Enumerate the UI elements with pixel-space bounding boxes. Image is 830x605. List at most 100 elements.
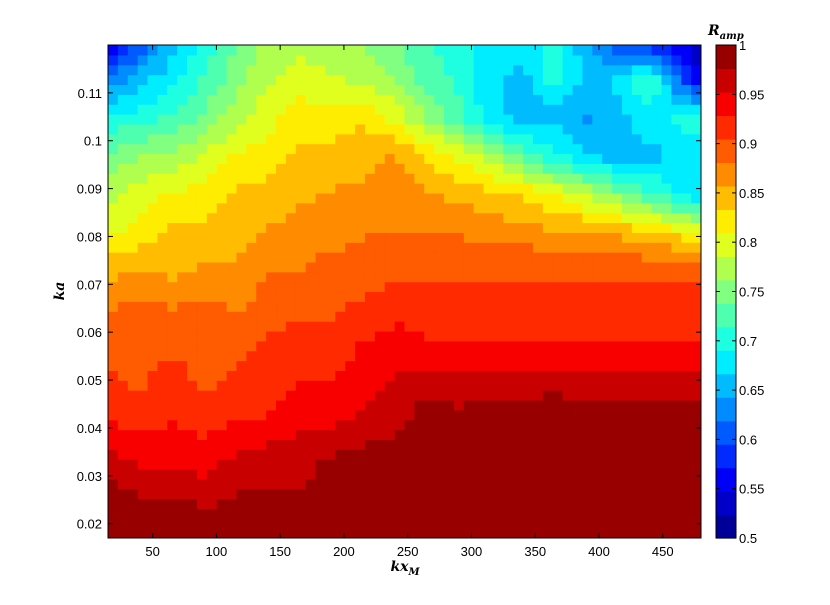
contour-cell bbox=[552, 399, 564, 411]
contour-cell bbox=[187, 350, 198, 362]
contour-cell bbox=[276, 459, 287, 470]
contour-cell bbox=[434, 54, 445, 66]
contour-cell bbox=[691, 459, 701, 470]
contour-cell bbox=[345, 370, 356, 381]
contour-cell bbox=[532, 104, 544, 115]
contour-cell bbox=[621, 321, 633, 332]
contour-cell bbox=[671, 133, 682, 145]
contour-cell bbox=[552, 518, 564, 529]
contour-cell bbox=[285, 183, 297, 194]
contour-cell bbox=[226, 291, 238, 302]
contour-cell bbox=[364, 173, 376, 184]
contour-cell bbox=[582, 45, 593, 56]
contour-cell bbox=[266, 173, 277, 184]
contour-cell bbox=[621, 94, 633, 105]
contour-cell bbox=[276, 242, 287, 253]
contour-cell bbox=[246, 350, 257, 362]
contour-cell bbox=[483, 370, 495, 381]
contour-cell bbox=[187, 311, 198, 322]
contour-cell bbox=[661, 528, 672, 538]
contour-cell bbox=[236, 212, 247, 224]
contour-cell bbox=[315, 212, 327, 224]
contour-cell bbox=[374, 64, 386, 76]
contour-cell bbox=[345, 271, 356, 283]
contour-cell bbox=[523, 163, 534, 174]
contour-cell bbox=[463, 409, 475, 421]
contour-cell bbox=[562, 409, 574, 421]
contour-cell bbox=[256, 74, 267, 86]
contour-cell bbox=[631, 153, 643, 164]
contour-cell bbox=[493, 153, 504, 164]
x-tick-label: 200 bbox=[333, 544, 355, 559]
contour-cell bbox=[167, 429, 178, 440]
contour-cell bbox=[641, 163, 653, 174]
contour-cell bbox=[503, 271, 514, 283]
contour-cell bbox=[612, 459, 623, 470]
contour-cell bbox=[651, 54, 663, 66]
contour-cell bbox=[108, 321, 119, 332]
contour-cell bbox=[246, 311, 257, 322]
contour-cell bbox=[582, 74, 593, 86]
contour-cell bbox=[612, 64, 623, 76]
contour-cell bbox=[523, 123, 534, 135]
contour-cell bbox=[355, 360, 366, 371]
contour-cell bbox=[483, 222, 495, 233]
contour-cell bbox=[651, 252, 663, 263]
contour-cell bbox=[463, 528, 475, 538]
contour-cell bbox=[364, 104, 376, 115]
contour-cell bbox=[523, 261, 534, 273]
contour-cell bbox=[503, 301, 514, 312]
contour-cell bbox=[137, 528, 149, 538]
contour-cell bbox=[167, 301, 178, 312]
contour-cell bbox=[108, 439, 119, 450]
contour-cell bbox=[256, 449, 267, 460]
contour-cell bbox=[404, 518, 415, 529]
contour-cell bbox=[463, 143, 475, 155]
contour-cell bbox=[364, 311, 376, 322]
contour-cell bbox=[414, 202, 425, 214]
contour-cell bbox=[473, 498, 485, 510]
contour-cell bbox=[384, 340, 396, 352]
contour-cell bbox=[434, 281, 445, 293]
contour-cell bbox=[364, 399, 376, 411]
contour-cell bbox=[572, 528, 583, 538]
contour-cell bbox=[276, 281, 287, 293]
contour-cell bbox=[117, 301, 129, 312]
contour-cell bbox=[345, 360, 356, 371]
contour-cell bbox=[266, 439, 277, 450]
contour-cell bbox=[187, 399, 198, 411]
y-tick-label: 0.1 bbox=[84, 134, 102, 149]
contour-cell bbox=[117, 360, 129, 371]
contour-cell bbox=[276, 192, 287, 204]
contour-cell bbox=[523, 64, 534, 76]
contour-cell bbox=[137, 459, 149, 470]
contour-cell bbox=[582, 429, 593, 440]
contour-cell bbox=[463, 449, 475, 460]
contour-cell bbox=[434, 370, 445, 381]
contour-cell bbox=[256, 261, 267, 273]
contour-cell bbox=[621, 104, 633, 115]
contour-cell bbox=[453, 301, 465, 312]
contour-cell bbox=[542, 429, 554, 440]
contour-cell bbox=[602, 202, 613, 214]
contour-cell bbox=[493, 429, 504, 440]
contour-cell bbox=[127, 429, 139, 440]
contour-cell bbox=[216, 123, 228, 135]
contour-cell bbox=[285, 330, 297, 342]
contour-cell bbox=[641, 153, 653, 164]
contour-cell bbox=[483, 192, 495, 204]
x-tick-label: 300 bbox=[461, 544, 483, 559]
contour-cell bbox=[691, 419, 701, 431]
contour-cell bbox=[542, 64, 554, 76]
contour-cell bbox=[246, 439, 257, 450]
contour-cell bbox=[691, 301, 701, 312]
contour-cell bbox=[206, 419, 218, 431]
contour-cell bbox=[315, 390, 327, 401]
contour-cell bbox=[493, 192, 504, 204]
contour-cell bbox=[404, 271, 415, 283]
contour-cell bbox=[345, 518, 356, 529]
contour-cell bbox=[513, 301, 524, 312]
contour-cell bbox=[691, 163, 701, 174]
contour-cell bbox=[216, 252, 228, 263]
contour-cell bbox=[285, 409, 297, 421]
